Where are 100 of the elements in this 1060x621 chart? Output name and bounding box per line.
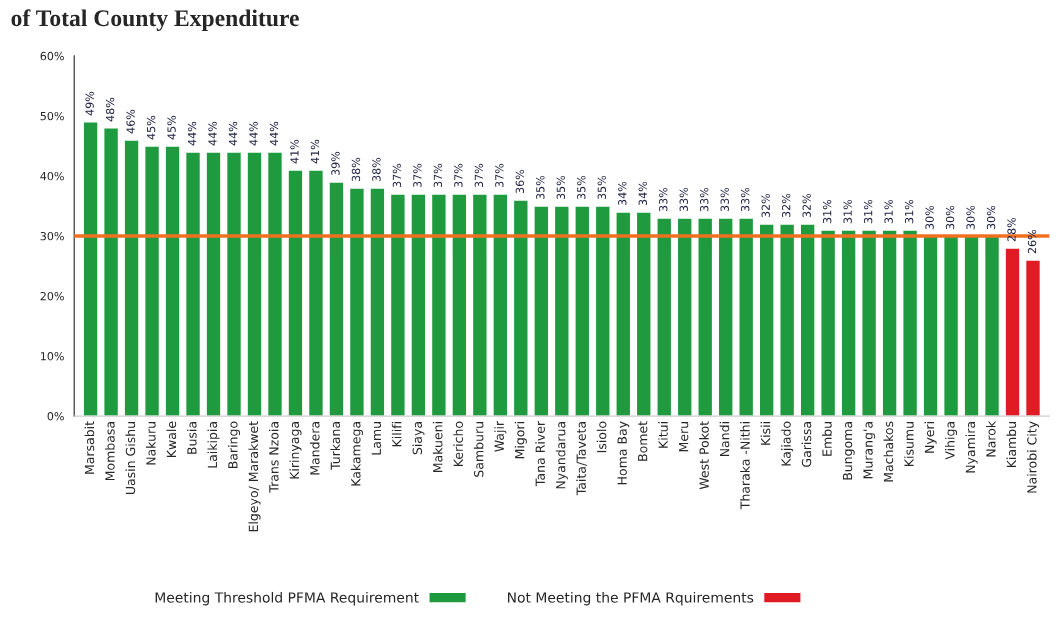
text: 30% [945,205,955,230]
bar [1004,247,1021,417]
x-tick-label: Bomet [638,421,648,461]
bar [143,145,161,417]
text: 35% [556,175,566,200]
bar [246,151,263,417]
bar [676,217,693,417]
bar [369,187,386,417]
legend-label: Meeting Threshold PFMA Requirement [155,591,419,606]
text: 26% [1027,229,1037,254]
text: 35% [597,175,606,200]
text: 30% [986,205,996,230]
x-tick-label: Kitui [658,422,668,448]
bar [205,151,222,417]
bar [615,211,632,417]
text: 33% [741,187,750,212]
x-tick-label: Garissa [801,422,812,467]
x-tick-label: Wajir [494,420,507,452]
bar [881,229,898,417]
x-tick-label: Kwale [166,421,177,457]
text: 38% [372,157,381,182]
bar [225,151,243,417]
bar [902,229,919,417]
x-tick-label: Tana River [535,420,545,487]
x-tick-label: Murang'a [863,422,876,479]
text: 44% [249,121,258,146]
x-tick-label: Lamu [371,422,382,455]
x-tick-label: Kakamega [350,422,363,486]
bar [738,217,755,417]
x-tick-label: Baringo [227,421,241,469]
x-tick-label: Siaya [412,422,425,455]
bar [389,193,406,417]
bar [779,223,796,417]
bar [512,199,529,417]
text: 30% [966,205,975,230]
text: 31% [904,199,914,224]
text: 31% [884,199,893,224]
text: 30% [925,205,934,230]
bar [963,235,980,417]
y-tick-label: 20% [40,291,64,301]
y-tick-label: 30% [40,231,64,241]
x-tick-label: Narok [985,420,996,457]
x-tick-label: Meru [679,422,689,452]
x-tick-label: Nyeri [924,422,937,453]
x-tick-label: Kisii [760,422,771,445]
bar [758,223,775,417]
text: 37% [433,163,443,188]
x-tick-label: Isiolo [596,421,607,453]
text: 45% [167,115,176,140]
y-tick-label: 0% [47,412,64,421]
x-tick-label: West Pokot [699,421,709,490]
bar [594,205,611,417]
x-tick-label: Makueni [432,422,443,473]
x-tick-label: Elgeyo/ Marakwet [248,421,261,532]
x-tick-label: Laikipia [207,422,220,468]
text: 45% [146,115,156,140]
x-tick-label: Kiambu [1006,422,1017,468]
bar [348,187,365,417]
bar [430,193,447,417]
bar [328,181,345,417]
x-tick-label: Trans Nzoia [268,422,279,493]
x-tick-label: Bungoma [842,422,855,480]
x-tick-label: Busia [186,422,197,454]
text: 44% [187,121,197,146]
bar [574,205,591,417]
bar [635,211,652,417]
text: 34% [618,181,627,206]
bar [717,217,734,417]
bar [820,229,837,417]
text: 37% [495,163,504,188]
y-tick-label: 60% [40,51,64,61]
text: 49% [85,91,94,116]
x-tick-label: Tharaka -Nithi [740,422,750,510]
text: 48% [105,97,115,122]
x-tick-label: Mandera [309,422,320,475]
text: 31% [843,199,852,224]
text: 31% [822,199,832,224]
text: 41% [290,139,299,164]
x-tick-label: Nyandarua [555,422,568,489]
text: 46% [126,109,135,134]
x-tick-label: Nyamira [965,422,978,473]
bar [861,229,878,417]
x-tick-label: Machakos [883,421,894,482]
bar [410,193,427,417]
x-tick-label: Migori [514,422,527,459]
x-tick-label: Homa Bay [617,421,630,485]
x-tick-label: Kericho [453,421,463,467]
bar [942,235,960,417]
bar [533,205,550,417]
chart-title: of Total County Expenditure [11,9,299,32]
text: 37% [392,163,402,188]
bar [471,193,488,417]
text: 28% [1007,217,1016,242]
x-tick-label: Mombasa [105,422,115,481]
bar [307,169,325,417]
x-tick-label: Samburu [473,422,484,477]
text: 38% [351,157,361,182]
text: 32% [802,193,811,218]
text: 33% [700,187,709,212]
text: 37% [413,163,422,188]
